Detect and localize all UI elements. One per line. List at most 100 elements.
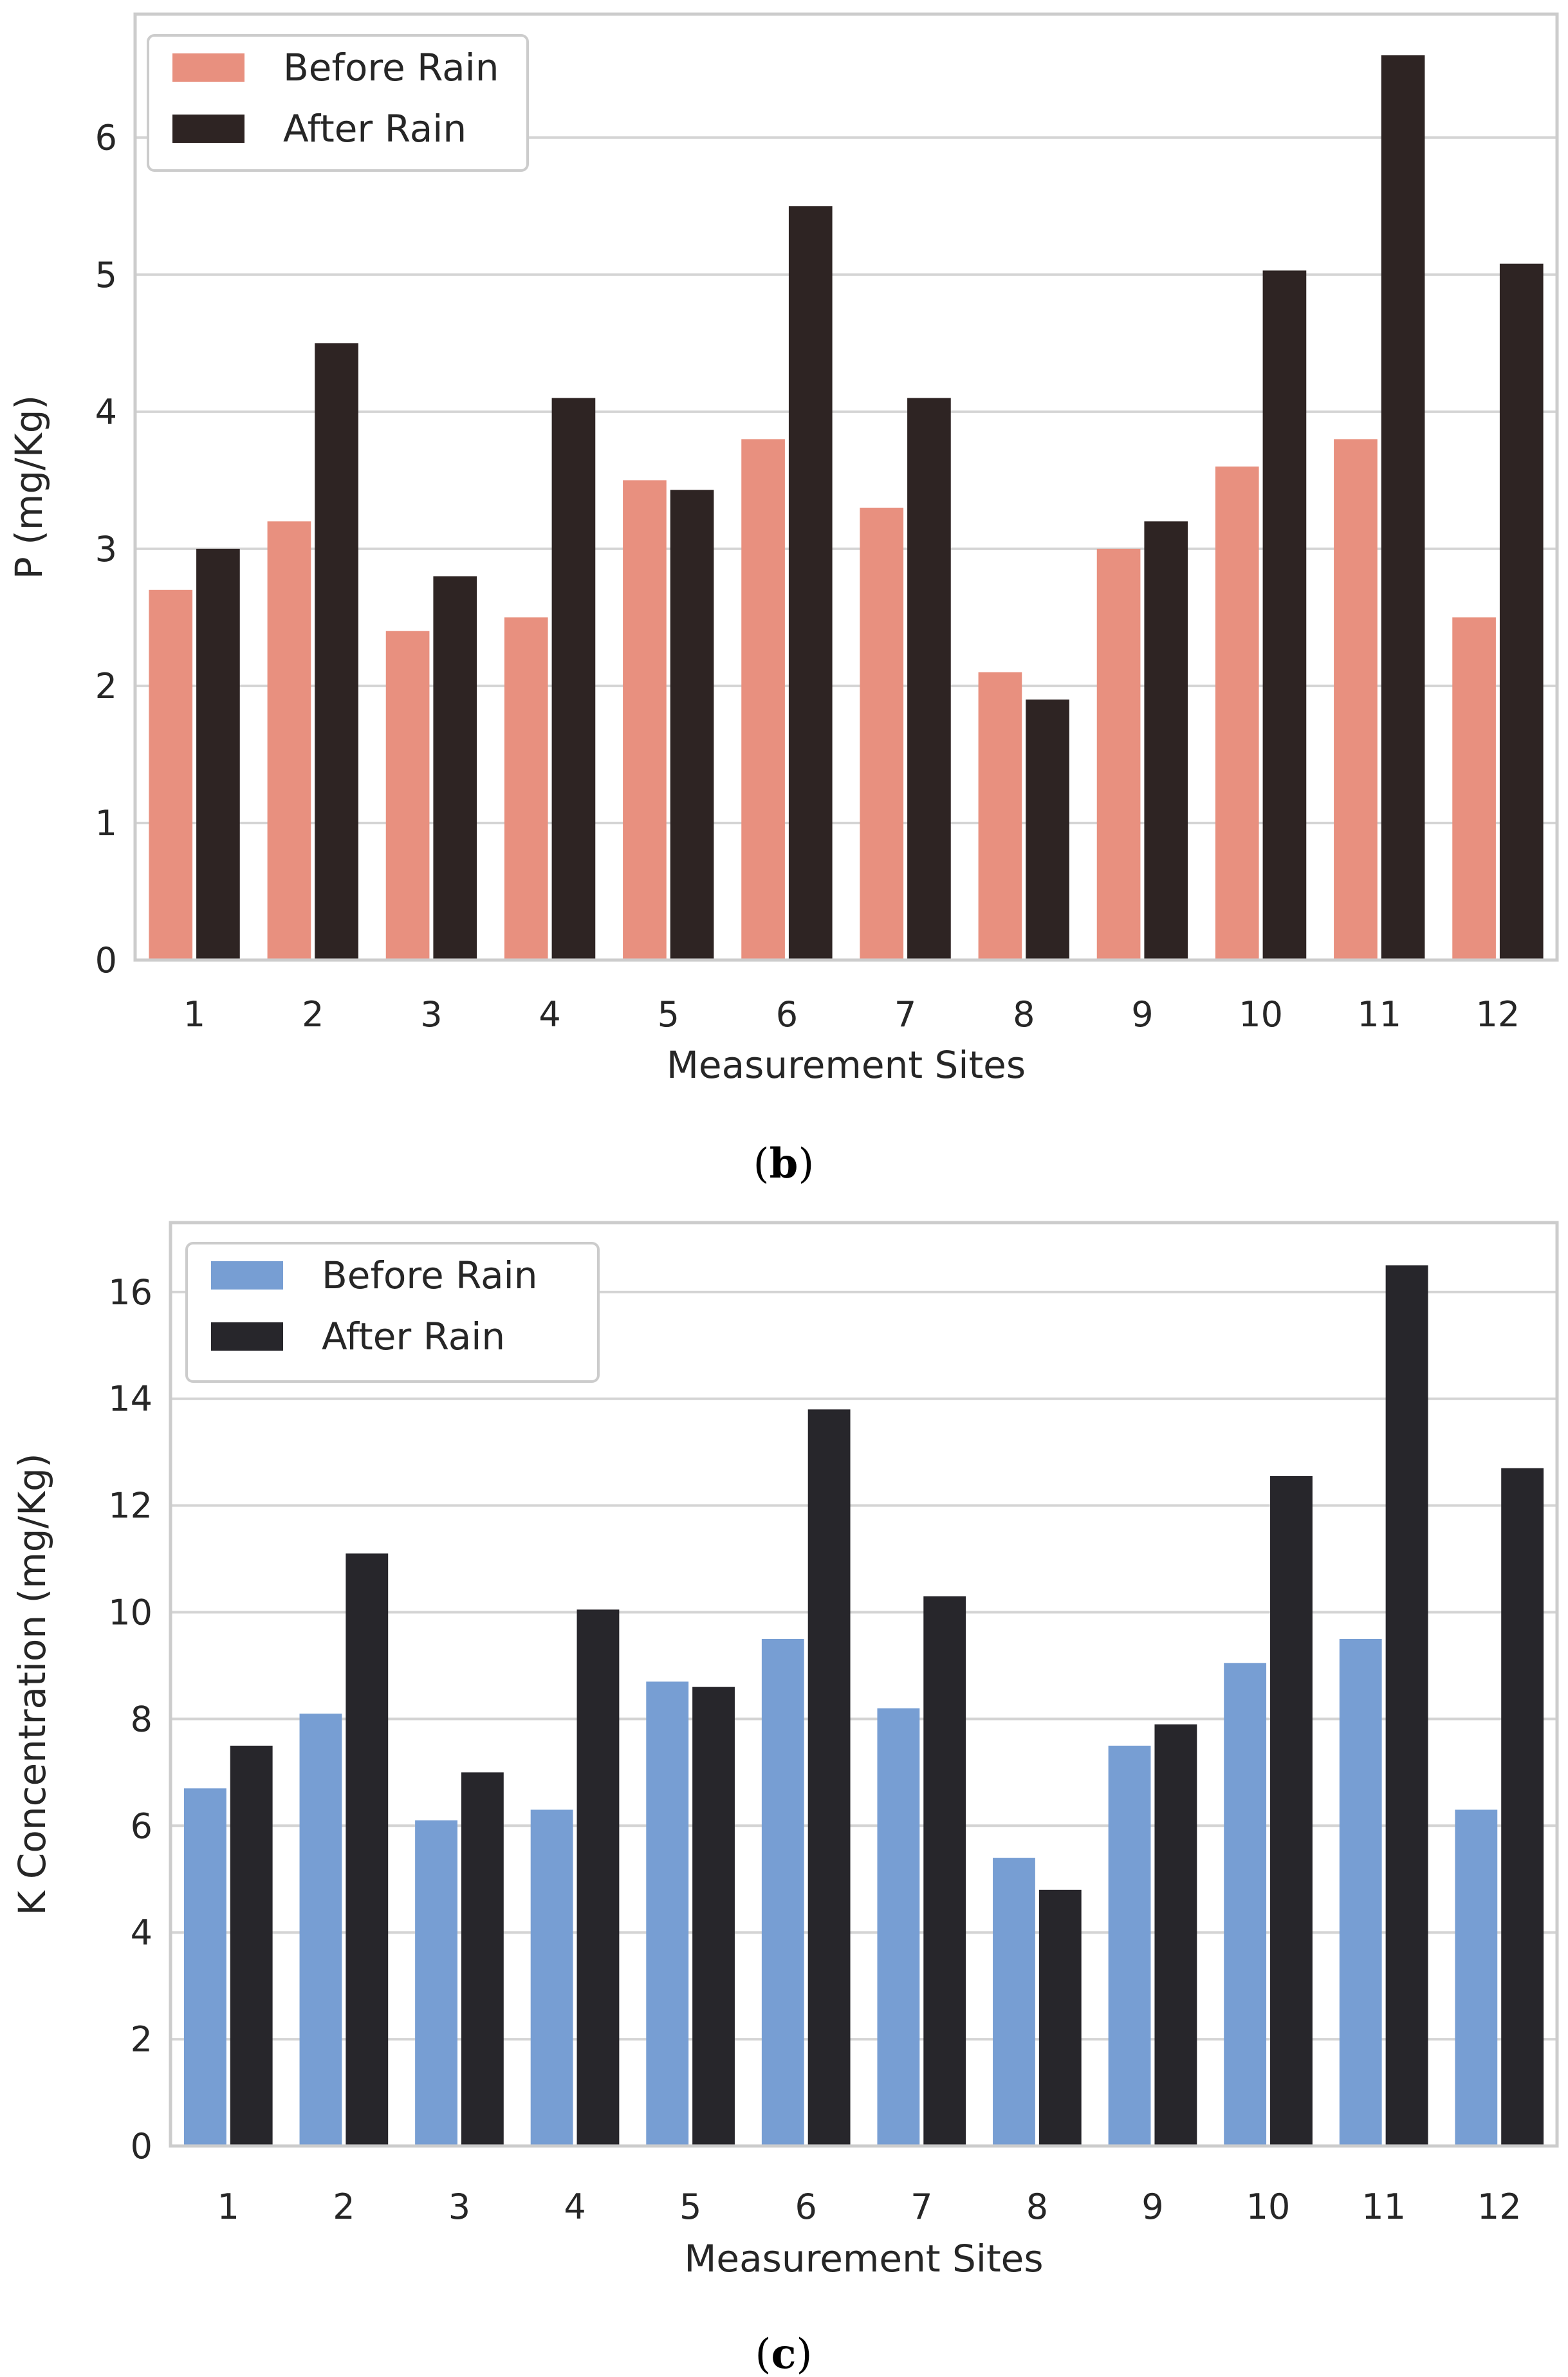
x-tick-label: 11 — [1357, 994, 1401, 1035]
bar-before-rain — [149, 589, 193, 960]
bar-after-rain — [788, 206, 833, 960]
x-tick-label: 3 — [448, 2187, 470, 2227]
bar-after-rain — [1038, 1889, 1082, 2146]
bar-after-rain — [807, 1409, 851, 2146]
x-tick-label: 5 — [658, 994, 679, 1035]
bar-before-rain — [267, 521, 311, 960]
bar-before-rain — [183, 1788, 226, 2146]
bar-after-rain — [1154, 1724, 1197, 2146]
bar-before-rain — [1455, 1809, 1498, 2146]
x-tick-label: 8 — [1026, 2187, 1048, 2227]
x-tick-label: 12 — [1476, 994, 1520, 1035]
x-tick-label: 6 — [776, 994, 798, 1035]
y-tick-label: 2 — [95, 666, 117, 707]
caption-open: ( — [753, 1140, 770, 1188]
plot-frame — [133, 12, 1559, 962]
caption-close: ) — [796, 2331, 812, 2377]
bar-after-rain — [315, 343, 358, 960]
legend-label: After Rain — [322, 1315, 505, 1358]
x-tick-label: 4 — [539, 994, 560, 1035]
bar-after-rain — [230, 1745, 273, 2146]
bar-before-rain — [978, 672, 1022, 960]
y-axis-label: K Concentration (mg/Kg) — [10, 1453, 54, 1915]
bar-before-rain — [1334, 439, 1378, 960]
bar-after-rain — [461, 1772, 504, 2146]
x-tick-label: 7 — [910, 2187, 932, 2227]
y-tick-label: 10 — [108, 1593, 152, 1633]
bar-before-rain — [860, 507, 904, 960]
caption-open: ( — [755, 2331, 771, 2377]
bar-before-rain — [1108, 1745, 1151, 2146]
y-tick-label: 6 — [95, 118, 117, 158]
caption-letter: c — [771, 2330, 797, 2377]
x-tick-label: 2 — [302, 994, 324, 1035]
y-tick-label: 0 — [131, 2126, 152, 2167]
legend-label: Before Rain — [283, 46, 499, 89]
bar-before-rain — [623, 480, 667, 960]
bar-before-rain — [877, 1708, 920, 2146]
bar-after-rain — [576, 1609, 620, 2146]
bar-after-rain — [1385, 1265, 1428, 2146]
bar-after-rain — [1270, 1476, 1313, 2146]
legend-swatch — [211, 1322, 283, 1351]
bar-after-rain — [1262, 270, 1307, 960]
y-axis-label: P (mg/Kg) — [7, 395, 51, 579]
legend-label: Before Rain — [322, 1253, 538, 1297]
y-tick-label: 0 — [95, 940, 117, 981]
x-tick-label: 8 — [1013, 994, 1035, 1035]
bar-before-rain — [415, 1820, 457, 2146]
y-tick-label: 5 — [95, 255, 117, 295]
bar-after-rain — [346, 1553, 389, 2146]
x-tick-label: 1 — [183, 994, 205, 1035]
bar-before-rain — [993, 1858, 1035, 2146]
y-tick-label: 1 — [95, 803, 117, 844]
x-tick-label: 3 — [420, 994, 442, 1035]
bar-after-rain — [670, 490, 714, 960]
x-tick-label: 10 — [1246, 2187, 1291, 2227]
y-tick-label: 4 — [95, 392, 117, 432]
bar-before-rain — [1339, 1638, 1382, 2146]
bar-before-rain — [530, 1809, 573, 2146]
legend-swatch — [211, 1261, 283, 1290]
y-tick-label: 3 — [95, 529, 117, 569]
bar-after-rain — [1499, 263, 1544, 960]
legend-label: After Rain — [283, 107, 466, 151]
figure-caption: (c) — [755, 2330, 813, 2377]
bar-before-rain — [1096, 548, 1141, 960]
bar-after-rain — [692, 1687, 735, 2146]
caption-letter: b — [770, 1140, 798, 1188]
bar-after-rain — [1144, 521, 1188, 960]
x-tick-label: 12 — [1477, 2187, 1522, 2227]
legend-swatch — [172, 115, 244, 143]
bar-before-rain — [761, 1638, 804, 2146]
y-tick-label: 4 — [131, 1912, 152, 1953]
bar-after-rain — [1026, 699, 1069, 960]
x-tick-label: 11 — [1361, 2187, 1406, 2227]
x-tick-label: 9 — [1141, 2187, 1163, 2227]
x-tick-label: 5 — [679, 2187, 701, 2227]
x-tick-label: 6 — [795, 2187, 817, 2227]
bar-after-rain — [1501, 1468, 1544, 2146]
bar-before-rain — [299, 1714, 342, 2146]
legend-swatch — [172, 53, 244, 82]
figure-caption: (b) — [753, 1140, 815, 1188]
bar-after-rain — [1381, 55, 1425, 960]
x-tick-label: 4 — [564, 2187, 586, 2227]
y-tick-label: 6 — [131, 1806, 152, 1846]
caption-close: ) — [798, 1140, 814, 1188]
y-tick-label: 8 — [131, 1699, 152, 1739]
y-tick-label: 2 — [131, 2019, 152, 2060]
bar-before-rain — [1215, 467, 1259, 960]
x-tick-label: 9 — [1131, 994, 1153, 1035]
legend-box — [185, 1242, 600, 1383]
x-tick-label: 2 — [333, 2187, 355, 2227]
bar-before-rain — [741, 439, 785, 960]
x-tick-label: 10 — [1239, 994, 1283, 1035]
y-tick-label: 16 — [108, 1272, 152, 1313]
bar-before-rain — [504, 617, 548, 960]
bar-after-rain — [923, 1596, 966, 2146]
bar-before-rain — [385, 631, 430, 960]
